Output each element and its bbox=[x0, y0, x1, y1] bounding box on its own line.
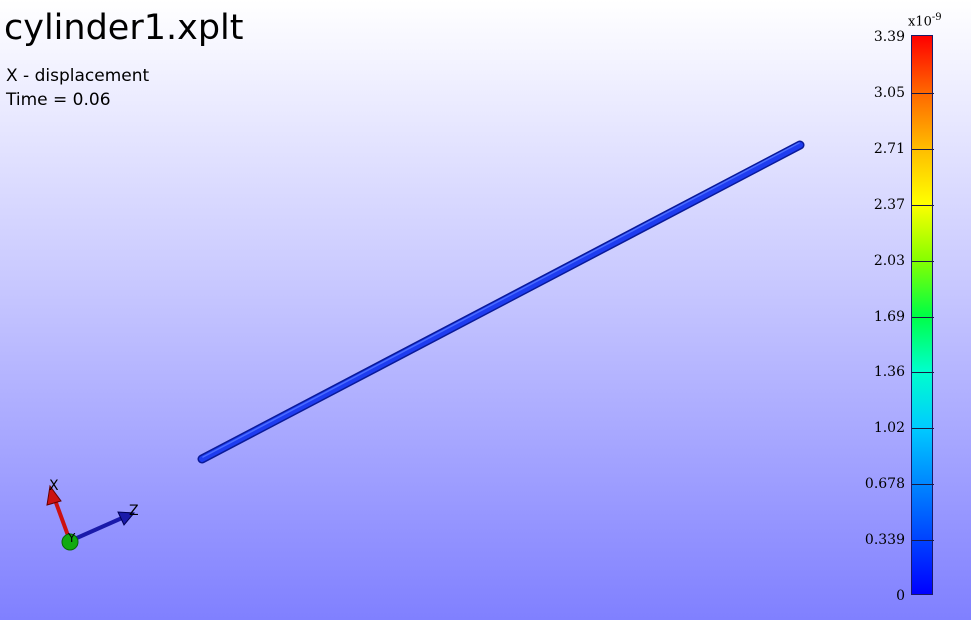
time-label: Time = 0.06 bbox=[6, 90, 111, 110]
colorbar-tick bbox=[912, 484, 934, 486]
colorbar-tick bbox=[912, 316, 934, 318]
colorbar-tick-label: 2.03 bbox=[873, 252, 905, 269]
colorbar-tick-label: 3.39 bbox=[873, 29, 905, 45]
colorbar-multiplier-base: x10 bbox=[908, 14, 932, 30]
y-axis-marker bbox=[61, 533, 79, 551]
colorbar-tick-label: 1.69 bbox=[873, 308, 905, 325]
x-axis-label: X bbox=[49, 478, 59, 494]
cylinder-body bbox=[199, 142, 803, 462]
colorbar-tick bbox=[912, 92, 934, 94]
colorbar-tick-label: 0 bbox=[896, 588, 905, 604]
colorbar-tick bbox=[912, 148, 934, 150]
colorbar-tick bbox=[912, 372, 934, 374]
colorbar-tick bbox=[912, 428, 934, 430]
colorbar-tick-label: 3.05 bbox=[873, 84, 905, 101]
colorbar-tick bbox=[912, 540, 934, 542]
colorbar-tick-label: 0.678 bbox=[864, 476, 905, 493]
colorbar-multiplier-exponent: -9 bbox=[931, 12, 942, 23]
z-axis-arrow-shaft bbox=[69, 516, 123, 543]
cylinder-highlight bbox=[202, 142, 800, 458]
z-axis-label: Z bbox=[129, 503, 139, 519]
x-axis-arrow-head bbox=[46, 484, 62, 506]
field-label: X - displacement bbox=[6, 66, 150, 86]
y-axis-label: Y bbox=[67, 531, 76, 545]
colorbar-tick bbox=[912, 260, 934, 262]
colorbar-multiplier: x10-9 bbox=[908, 12, 942, 29]
colorbar-tick-label: 0.339 bbox=[864, 532, 905, 549]
cylinder-model[interactable] bbox=[197, 140, 805, 464]
colorbar-legend bbox=[911, 35, 934, 595]
document-title: cylinder1.xplt bbox=[4, 8, 244, 48]
colorbar-tick-label: 2.37 bbox=[873, 196, 905, 213]
colorbar-tick-label: 1.02 bbox=[873, 420, 905, 437]
colorbar-tick bbox=[912, 204, 934, 206]
orientation-triad: X Y Z bbox=[46, 478, 139, 551]
z-axis-arrow-head bbox=[117, 511, 136, 526]
colorbar-tick-label: 2.71 bbox=[873, 140, 905, 157]
colorbar-tick-label: 1.36 bbox=[873, 364, 905, 381]
